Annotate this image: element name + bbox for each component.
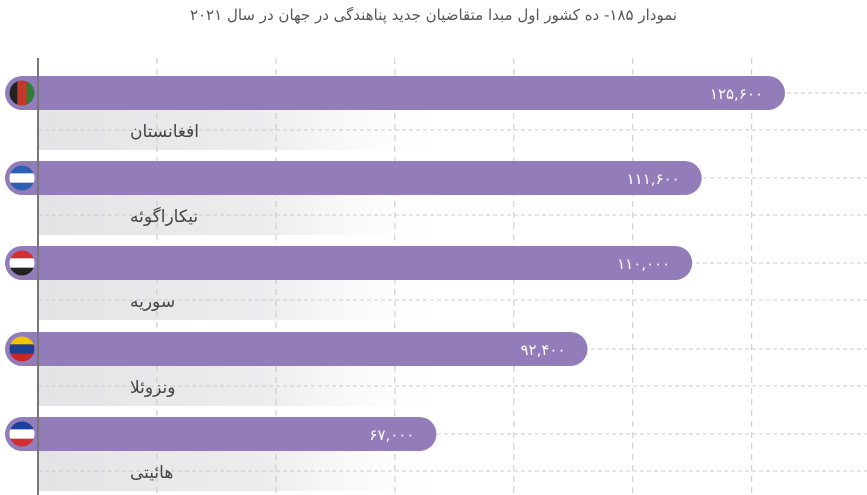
nicaragua-flag-icon xyxy=(8,164,36,192)
haiti-flag-icon xyxy=(8,420,36,448)
flag-stripe xyxy=(8,267,36,277)
label-band xyxy=(38,449,458,491)
flag-stripe xyxy=(8,438,36,448)
data-label-2: ۱۱۱,۶۰۰ xyxy=(627,170,680,188)
label-band xyxy=(38,108,458,150)
flag-stripe xyxy=(8,429,36,440)
category-label-4: ونزوئلا xyxy=(130,378,175,398)
flag-ring xyxy=(6,333,38,365)
category-label-1: افغانستان xyxy=(130,122,199,142)
label-band xyxy=(38,278,458,320)
flag-stripe xyxy=(8,79,18,107)
bar-4 xyxy=(5,332,588,366)
chart-title: نمودار ۱۸۵- ده کشور اول مبدا متقاضیان جد… xyxy=(189,6,678,24)
label-band xyxy=(38,364,458,406)
flag-stripe xyxy=(8,344,36,355)
bar-1 xyxy=(5,76,785,110)
flag-ring xyxy=(6,247,38,279)
category-label-2: نیکاراگوئه xyxy=(130,206,198,227)
data-label-1: ۱۲۵,۶۰۰ xyxy=(710,85,763,103)
bar-5 xyxy=(5,417,437,451)
flag-stripe xyxy=(8,182,36,192)
data-label-3: ۱۱۰,۰۰۰ xyxy=(617,255,670,273)
category-label-5: هائیتی xyxy=(130,463,173,483)
data-label-5: ۶۷,۰۰۰ xyxy=(369,426,414,444)
category-label-3: سوریه xyxy=(130,292,175,312)
flag-stripe xyxy=(8,353,36,363)
flag-stripe xyxy=(8,249,36,259)
data-label-4: ۹۲,۴۰۰ xyxy=(520,341,565,359)
flag-stripe xyxy=(26,79,36,107)
flag-stripe xyxy=(8,420,36,430)
label-band xyxy=(38,193,458,235)
bar-2 xyxy=(5,161,702,195)
flag-ring xyxy=(6,77,38,109)
flag-stripe xyxy=(17,79,28,107)
flag-ring xyxy=(6,418,38,450)
venezuela-flag-icon xyxy=(8,335,36,363)
flag-stripe xyxy=(8,173,36,184)
bar-3 xyxy=(5,246,693,280)
flag-ring xyxy=(6,162,38,194)
afghanistan-flag-icon xyxy=(8,79,36,107)
syria-flag-icon xyxy=(8,249,36,277)
flag-stripe xyxy=(8,164,36,174)
flag-stripe xyxy=(8,335,36,345)
flag-stripe xyxy=(8,258,36,269)
